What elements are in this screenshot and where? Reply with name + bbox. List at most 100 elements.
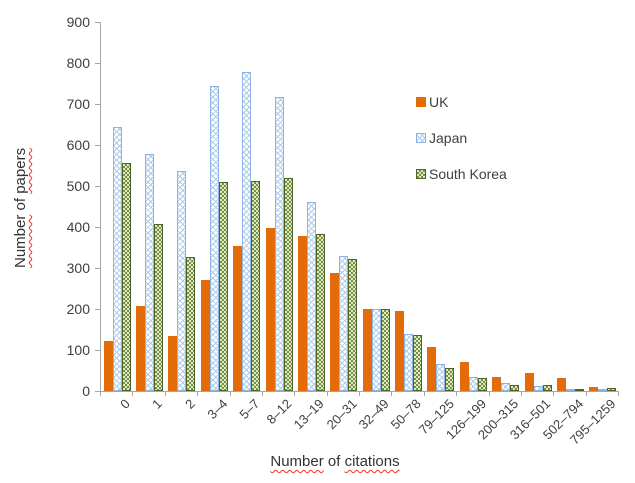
bar-uk-79-125: [427, 347, 437, 391]
x-tick-mark: [585, 392, 587, 396]
bar-south-korea-32-49: [380, 309, 390, 391]
y-tick-mark: [95, 268, 100, 269]
bar-uk-0: [103, 341, 113, 391]
bar-uk-200-315: [492, 377, 502, 391]
bar-japan-200-315: [501, 383, 511, 391]
bar-japan-3-4: [209, 86, 219, 391]
bar-group-795-1259: [587, 22, 619, 391]
x-tick-mark: [261, 392, 263, 396]
legend: UK Japan South Korea: [416, 94, 507, 202]
x-tick-mark: [488, 392, 490, 396]
y-tick-mark: [95, 227, 100, 228]
bar-group-50-78: [392, 22, 424, 391]
x-tick-mark: [164, 392, 166, 396]
bar-south-korea-13-19: [315, 234, 325, 391]
x-tick-mark: [229, 392, 231, 396]
bar-south-korea-79-125: [445, 368, 455, 391]
bar-uk-126-199: [459, 362, 469, 391]
bar-group-13-19: [295, 22, 327, 391]
x-tick-label-text: 32–49: [355, 396, 392, 433]
y-tick-mark: [95, 104, 100, 105]
bar-uk-32-49: [362, 309, 372, 391]
bar-japan-316-501: [533, 386, 543, 391]
x-tick-mark: [553, 392, 555, 396]
bar-uk-3-4: [200, 280, 210, 391]
bar-group-200-315: [490, 22, 522, 391]
bar-uk-20-31: [330, 273, 340, 391]
legend-item-uk: UK: [416, 94, 507, 110]
bar-uk-5-7: [233, 246, 243, 391]
bar-south-korea-502-794: [574, 389, 584, 391]
legend-label-south-korea: South Korea: [429, 166, 507, 182]
bar-group-0: [101, 22, 133, 391]
bar-south-korea-126-199: [477, 378, 487, 391]
x-tick-mark: [197, 392, 199, 396]
y-tick-label-500: 500: [66, 178, 90, 194]
bar-group-20-31: [328, 22, 360, 391]
bar-group-8-12: [263, 22, 295, 391]
bar-japan-1: [145, 154, 155, 391]
bar-group-316-501: [522, 22, 554, 391]
bar-group-2: [166, 22, 198, 391]
y-tick-label-100: 100: [66, 342, 90, 358]
y-tick-label-600: 600: [66, 137, 90, 153]
bar-group-3-4: [198, 22, 230, 391]
y-tick-mark: [95, 145, 100, 146]
axis-title-word: of: [327, 453, 341, 470]
x-tick-mark: [456, 392, 458, 396]
bar-uk-2: [168, 336, 178, 391]
bar-uk-1: [136, 306, 146, 391]
axis-title-word: Number: [12, 214, 29, 268]
bar-japan-79-125: [436, 364, 446, 391]
y-axis-title: Number of papers: [12, 148, 29, 268]
bar-south-korea-5-7: [251, 181, 261, 391]
bar-japan-20-31: [339, 256, 349, 391]
x-tick-label-text: 8–12: [263, 396, 295, 428]
bar-south-korea-50-78: [413, 335, 423, 391]
y-tick-label-800: 800: [66, 55, 90, 71]
bar-south-korea-8-12: [283, 178, 293, 391]
x-tick-label-text: 1: [149, 396, 166, 412]
bar-group-502-794: [554, 22, 586, 391]
bar-japan-5-7: [242, 72, 252, 391]
x-axis-title: Number of citations: [205, 453, 465, 470]
bar-south-korea-316-501: [542, 385, 552, 391]
legend-marker-uk: [416, 97, 426, 107]
bar-south-korea-795-1259: [607, 388, 617, 391]
x-tick-mark: [359, 392, 360, 396]
axis-title-word: papers: [12, 147, 29, 194]
bar-south-korea-2: [186, 257, 196, 391]
bar-japan-8-12: [274, 97, 284, 391]
bar-south-korea-20-31: [348, 259, 358, 391]
bar-uk-795-1259: [589, 387, 599, 391]
bar-japan-32-49: [371, 309, 381, 391]
y-tick-label-400: 400: [66, 219, 90, 235]
y-tick-label-0: 0: [82, 383, 90, 399]
bar-south-korea-3-4: [218, 182, 228, 391]
legend-item-south-korea: South Korea: [416, 166, 507, 182]
x-tick-label-text: 5–7: [236, 396, 263, 422]
y-tick-label-900: 900: [66, 14, 90, 30]
y-tick-label-300: 300: [66, 260, 90, 276]
y-tick-mark: [95, 22, 100, 23]
x-tick-mark: [100, 392, 101, 396]
bar-group-5-7: [231, 22, 263, 391]
bar-uk-316-501: [524, 373, 534, 391]
x-tick-mark: [520, 392, 522, 396]
x-tick-label-text: 20–31: [323, 396, 360, 433]
bar-japan-50-78: [404, 334, 414, 391]
bar-japan-795-1259: [598, 389, 608, 391]
bar-uk-502-794: [556, 378, 566, 391]
bar-group-32-49: [360, 22, 392, 391]
bar-uk-50-78: [395, 311, 405, 391]
legend-label-japan: Japan: [429, 130, 468, 146]
legend-marker-japan: [416, 133, 426, 143]
legend-label-uk: UK: [429, 94, 449, 110]
bar-uk-8-12: [265, 228, 275, 391]
legend-marker-south-korea: [416, 169, 426, 179]
x-axis-line: [96, 391, 619, 392]
y-tick-label-700: 700: [66, 96, 90, 112]
y-tick-mark: [95, 350, 100, 351]
bar-uk-13-19: [297, 236, 307, 391]
